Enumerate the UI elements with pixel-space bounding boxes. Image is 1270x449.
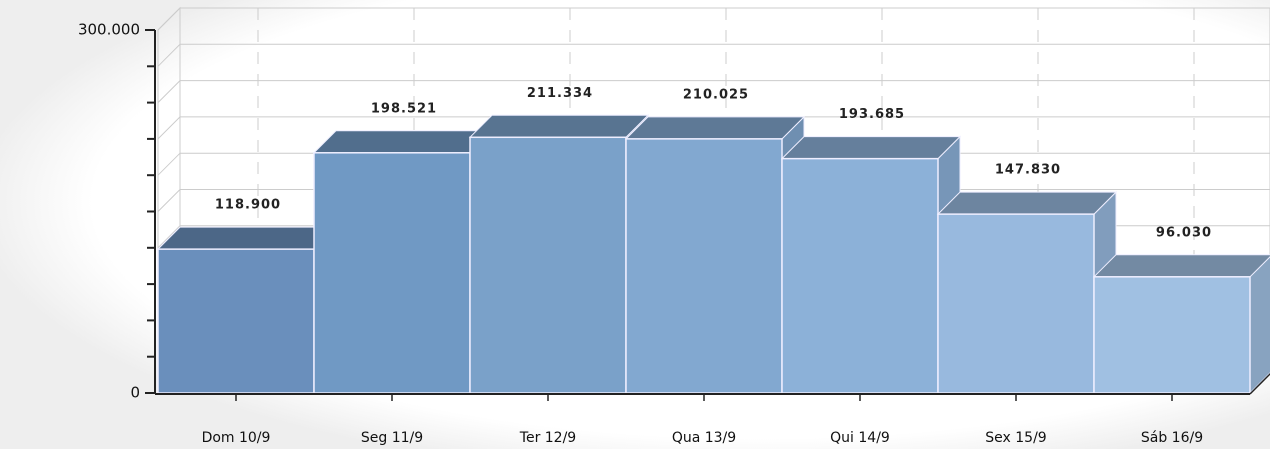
bar-top [312, 130, 494, 154]
x-tick-label: Qui 14/9 [830, 430, 890, 446]
x-tick-label: Seg 11/9 [361, 430, 423, 446]
grid-line [157, 116, 1270, 140]
grid-line [157, 43, 1270, 67]
bar [937, 213, 1095, 394]
bar-top [468, 114, 650, 138]
data-label: 96.030 [1156, 225, 1212, 240]
bar-side [1249, 256, 1270, 395]
x-tick-label: Dom 10/9 [202, 430, 271, 446]
x-tick-label: Sáb 16/9 [1141, 430, 1203, 446]
bar-top [156, 226, 338, 250]
bar [469, 136, 627, 394]
grid-line [157, 80, 1270, 103]
data-label: 118.900 [215, 198, 281, 213]
x-tick-label: Qua 13/9 [672, 430, 736, 446]
y-tick-label: 0 [130, 384, 140, 402]
x-tick-label: Sex 15/9 [985, 430, 1046, 446]
x-axis-depth [1249, 372, 1270, 395]
grid-line [157, 7, 1270, 31]
bar-top [624, 116, 806, 140]
bar [157, 248, 315, 394]
data-label: 198.521 [371, 101, 437, 116]
data-label: 210.025 [683, 87, 749, 102]
data-label: 211.334 [527, 86, 593, 101]
x-tick-label: Ter 12/9 [519, 430, 576, 446]
bar-top [936, 191, 1118, 215]
bar [1093, 276, 1251, 394]
bar [625, 138, 783, 394]
data-label: 147.830 [995, 163, 1061, 178]
bar [313, 152, 471, 394]
y-tick-label: 300.000 [78, 21, 140, 39]
bar-top [1092, 254, 1270, 278]
bar-top [780, 136, 962, 160]
data-label: 193.685 [839, 107, 905, 122]
bar [781, 157, 939, 394]
